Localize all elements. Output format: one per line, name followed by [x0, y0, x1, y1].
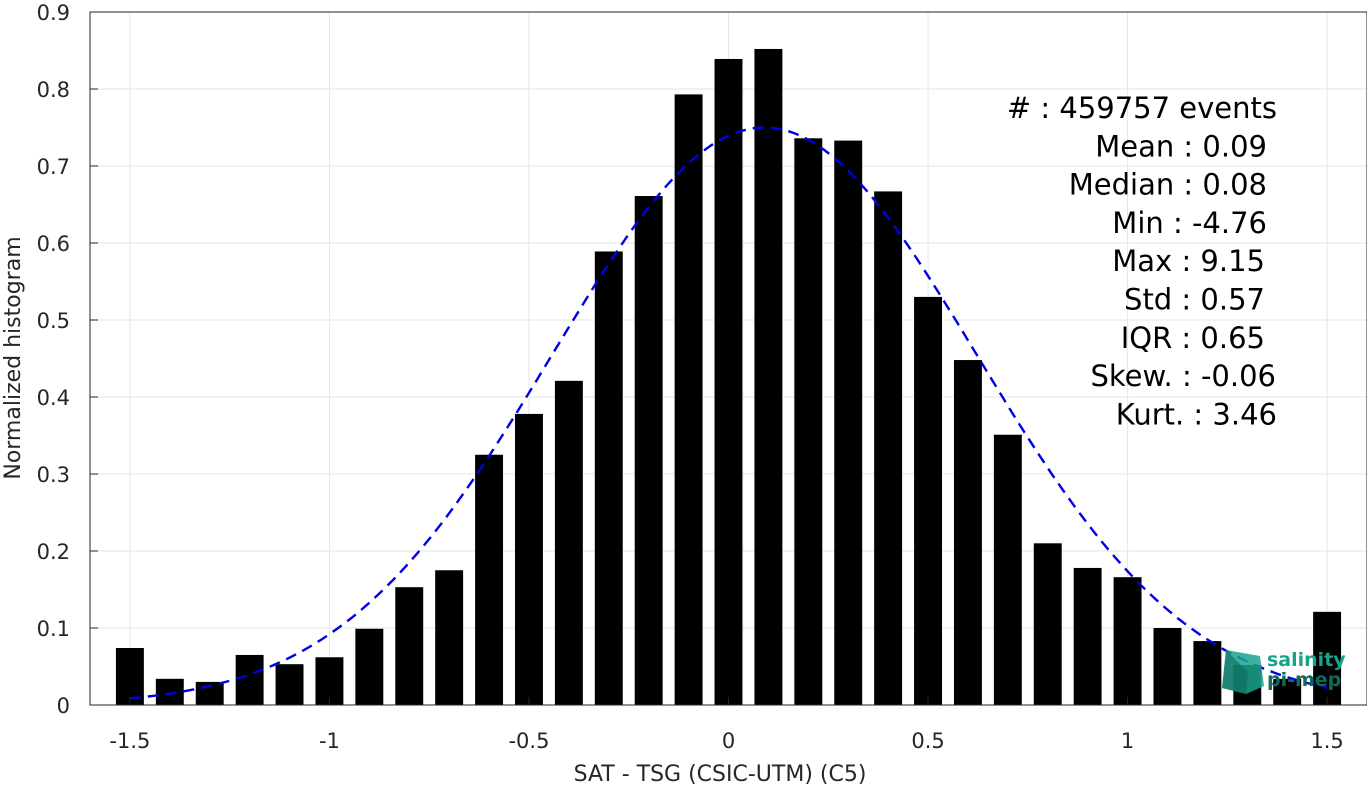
histogram-bar [1153, 628, 1182, 705]
y-tick-label: 0.5 [37, 309, 70, 333]
stat-line: Min : -4.76 [1112, 206, 1267, 240]
salinity-pimep-logo: salinity pi-mep [1222, 649, 1346, 694]
y-tick-label: 0.1 [37, 617, 70, 641]
y-tick-label: 0 [57, 694, 70, 718]
histogram-bar [794, 138, 823, 705]
y-tick-label: 0.2 [37, 540, 70, 564]
y-tick-label: 0.4 [37, 386, 70, 410]
stat-line: Std : 0.57 [1124, 283, 1265, 317]
stat-line: Median : 0.08 [1069, 168, 1267, 202]
x-tick-label: 1.5 [1310, 729, 1343, 753]
stat-line: # : 459757 events [1007, 91, 1277, 125]
x-tick-label: -1 [319, 729, 340, 753]
histogram-bar [355, 628, 384, 705]
y-tick-label: 0.3 [37, 463, 70, 487]
histogram-bar [754, 48, 783, 705]
x-axis-ticks: -1.5 -1 -0.5 0 0.5 1 1.5 [109, 697, 1344, 753]
logo-line1: salinity [1267, 649, 1346, 671]
histogram-bar [1313, 611, 1342, 705]
y-axis-ticks: 0 0.1 0.2 0.3 0.4 0.5 0.6 0.7 0.8 0.9 [37, 1, 98, 718]
histogram-bar [993, 434, 1022, 705]
stat-line: Skew. : -0.06 [1090, 359, 1276, 393]
stat-line: Mean : 0.09 [1095, 129, 1267, 163]
histogram-bar [834, 140, 863, 706]
histogram-bar [714, 58, 743, 706]
histogram-bar [155, 678, 184, 705]
x-tick-label: 0 [722, 729, 735, 753]
statistics-box: # : 459757 events Mean : 0.09 Median : 0.0… [1007, 91, 1277, 431]
y-tick-label: 0.7 [37, 155, 70, 179]
histogram-bar [1113, 577, 1142, 705]
stat-line: IQR : 0.65 [1121, 321, 1265, 355]
x-tick-label: -1.5 [109, 729, 150, 753]
y-axis-label: Normalized histogram [1, 236, 26, 479]
histogram-bar [674, 94, 703, 705]
histogram-bar [115, 648, 144, 705]
logo-cube-shade-icon [1222, 650, 1248, 694]
histogram-bar [634, 196, 663, 705]
stat-line: Kurt. : 3.46 [1116, 397, 1277, 431]
histogram-bar [435, 570, 464, 705]
histogram-bar [275, 664, 304, 705]
y-tick-label: 0.8 [37, 78, 70, 102]
x-tick-label: -0.5 [508, 729, 549, 753]
histogram-bar [475, 454, 504, 705]
histogram-bar [395, 587, 424, 705]
x-axis-label: SAT - TSG (CSIC-UTM) (C5) [574, 762, 867, 785]
stat-line: Max : 9.15 [1112, 244, 1265, 278]
histogram-bars [115, 48, 1342, 706]
histogram-bar [1073, 567, 1102, 705]
histogram-bar [1193, 641, 1222, 705]
logo-line2: pi-mep [1267, 669, 1341, 691]
histogram-bar [594, 251, 623, 705]
histogram-bar [914, 296, 942, 705]
histogram-bar [1033, 543, 1062, 705]
histogram-bar [235, 654, 264, 705]
histogram-bar [515, 413, 543, 705]
normal-fit-curve [129, 126, 1328, 700]
histogram-bar [1273, 678, 1302, 705]
histogram-bar [874, 191, 903, 705]
y-tick-label: 0.9 [37, 1, 70, 25]
y-tick-label: 0.6 [37, 232, 70, 256]
x-tick-label: 0.5 [911, 729, 944, 753]
histogram-bar [554, 380, 583, 705]
histogram-bar [953, 360, 982, 705]
x-tick-label: 1 [1121, 729, 1134, 753]
